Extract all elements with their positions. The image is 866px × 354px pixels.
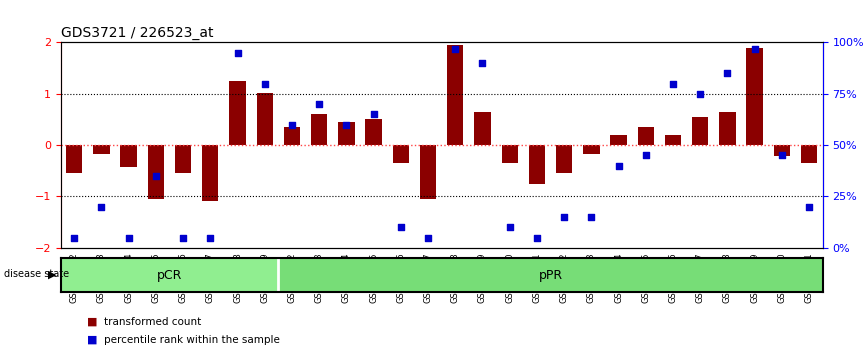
Bar	[175, 145, 191, 173]
FancyBboxPatch shape	[278, 258, 823, 292]
Point	[530, 235, 544, 240]
Point	[802, 204, 816, 210]
Point	[666, 81, 680, 86]
Text: GDS3721 / 226523_at: GDS3721 / 226523_at	[61, 26, 213, 40]
Bar	[392, 145, 409, 163]
Bar	[773, 145, 790, 156]
Bar	[583, 145, 599, 154]
Bar	[529, 145, 545, 184]
Point	[775, 153, 789, 158]
Bar	[148, 145, 164, 199]
Point	[258, 81, 272, 86]
Point	[611, 163, 625, 169]
Bar	[66, 145, 82, 173]
Point	[285, 122, 299, 127]
Bar	[746, 47, 763, 145]
Text: percentile rank within the sample: percentile rank within the sample	[104, 335, 280, 345]
Point	[694, 91, 708, 97]
Bar	[801, 145, 818, 163]
Point	[557, 214, 571, 220]
Bar	[311, 114, 327, 145]
Bar	[720, 112, 735, 145]
Point	[449, 46, 462, 51]
Bar	[556, 145, 572, 173]
Bar	[120, 145, 137, 167]
Point	[176, 235, 190, 240]
Point	[94, 204, 108, 210]
Bar	[339, 122, 354, 145]
Bar	[365, 120, 382, 145]
Bar	[692, 117, 708, 145]
Bar	[202, 145, 218, 201]
Point	[68, 235, 81, 240]
Point	[585, 214, 598, 220]
Bar	[284, 127, 301, 145]
Bar	[229, 81, 246, 145]
Bar	[665, 135, 682, 145]
Point	[149, 173, 163, 179]
Point	[313, 101, 326, 107]
Point	[503, 224, 517, 230]
Text: pPR: pPR	[539, 269, 563, 282]
Point	[122, 235, 136, 240]
Text: ■: ■	[87, 335, 97, 345]
Point	[394, 224, 408, 230]
Bar	[94, 145, 110, 154]
Bar	[637, 127, 654, 145]
Point	[230, 50, 244, 56]
Bar	[501, 145, 518, 163]
Bar	[475, 112, 491, 145]
Text: ▶: ▶	[48, 269, 56, 279]
Bar	[420, 145, 436, 199]
Bar	[611, 135, 627, 145]
Point	[721, 70, 734, 76]
Bar	[256, 93, 273, 145]
Point	[366, 112, 380, 117]
Point	[421, 235, 435, 240]
Text: pCR: pCR	[157, 269, 182, 282]
Point	[747, 46, 761, 51]
Point	[475, 60, 489, 66]
Bar	[447, 45, 463, 145]
Point	[339, 122, 353, 127]
Text: transformed count: transformed count	[104, 317, 201, 327]
Point	[204, 235, 217, 240]
FancyBboxPatch shape	[61, 258, 278, 292]
Text: ■: ■	[87, 317, 97, 327]
Text: disease state: disease state	[4, 269, 69, 279]
Point	[639, 153, 653, 158]
